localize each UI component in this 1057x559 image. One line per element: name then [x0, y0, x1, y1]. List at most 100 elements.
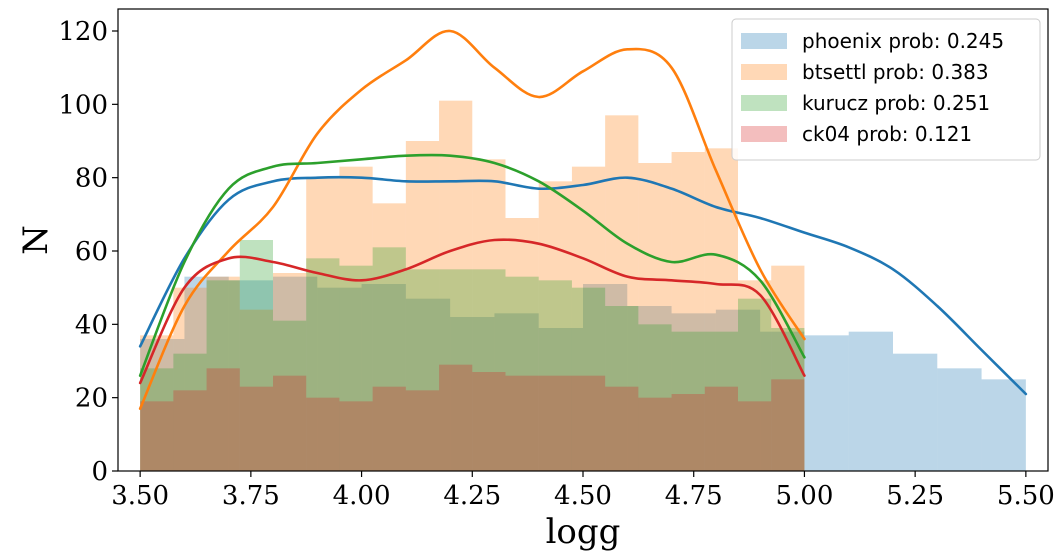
histogram-bar	[804, 335, 849, 471]
histogram-bar	[173, 390, 207, 471]
bars-series-2	[140, 240, 805, 471]
histogram-bar	[760, 331, 805, 471]
x-tick-label: 5.00	[775, 481, 833, 511]
histogram-bar	[140, 339, 185, 471]
histogram-bar	[173, 353, 207, 471]
histogram-bar	[538, 375, 572, 471]
histogram-bar	[372, 386, 406, 471]
histogram-bar	[273, 320, 307, 471]
y-tick-label: 40	[75, 310, 108, 340]
histogram-bar	[472, 269, 506, 471]
histogram-bar	[339, 265, 373, 471]
histogram-bar	[627, 306, 672, 471]
y-tick-label: 60	[75, 237, 108, 267]
x-tick-label: 4.50	[554, 481, 612, 511]
kde-curve-series-1	[138, 29, 806, 410]
histogram-bar	[893, 353, 938, 471]
histogram-bar	[671, 313, 716, 471]
legend-label: kurucz prob: 0.251	[802, 91, 990, 115]
histogram-bar	[140, 401, 174, 471]
x-tick-label: 5.25	[886, 481, 944, 511]
histogram-bar	[638, 163, 672, 471]
x-axis-ticks: 3.50 3.75 4.00 4.25 4.50 4.75 5.00 5.25 5.50	[111, 471, 1055, 511]
histogram-bar	[439, 364, 473, 471]
kde-curve-series-2	[138, 153, 806, 377]
histogram-bar	[937, 368, 982, 471]
histogram-bar	[339, 166, 373, 471]
legend-label: ck04 prob: 0.121	[802, 122, 972, 146]
histogram-bar	[405, 269, 440, 471]
histogram-bar	[605, 386, 639, 471]
x-tick-label: 4.00	[333, 481, 391, 511]
kde-curve-series-0	[138, 175, 1028, 396]
histogram-bar	[472, 159, 506, 472]
y-tick-label: 20	[75, 384, 108, 414]
x-tick-label: 3.75	[222, 481, 280, 511]
histogram-bar	[538, 328, 583, 471]
histogram-bar	[505, 276, 539, 471]
y-tick-label: 0	[91, 457, 108, 487]
histogram-bar	[306, 258, 340, 471]
histogram-bar	[638, 397, 672, 471]
histogram-bar	[848, 331, 893, 471]
histogram-bar	[184, 276, 229, 471]
histogram-bar	[704, 331, 738, 471]
histogram-bar	[273, 375, 307, 471]
histogram-bar	[273, 276, 318, 471]
y-tick-label: 80	[75, 164, 108, 194]
bars-series-0	[140, 276, 1026, 471]
histogram-bar	[538, 280, 572, 471]
histogram-bar	[704, 148, 738, 472]
histogram-bar	[494, 313, 539, 471]
histogram-bar	[505, 218, 539, 471]
histogram-bar	[372, 247, 406, 471]
y-axis-label: N	[16, 225, 56, 255]
legend-swatch	[741, 64, 787, 80]
legend-label: btsettl prob: 0.383	[802, 60, 989, 84]
histogram-bar	[439, 269, 473, 471]
histogram-bar	[605, 115, 639, 471]
histogram-bar	[239, 309, 273, 471]
histogram-bar	[771, 328, 805, 471]
histogram-bar	[671, 152, 705, 471]
histogram-bar	[206, 280, 240, 471]
histogram-bar	[538, 181, 572, 472]
legend-label: phoenix prob: 0.245	[802, 29, 1004, 53]
histogram-bar	[738, 298, 772, 471]
histogram-bar	[306, 397, 340, 471]
legend-swatch	[741, 33, 787, 49]
legend-items: phoenix prob: 0.245 btsettl prob: 0.383 ku…	[741, 29, 1004, 146]
histogram-bar	[317, 287, 362, 471]
kde-curves	[138, 29, 1028, 410]
histogram-bar	[450, 317, 495, 471]
histogram-bar	[239, 386, 273, 471]
histogram-bar	[771, 379, 805, 471]
histogram-bar	[405, 141, 440, 471]
histogram-bar	[405, 390, 440, 471]
histogram-bar	[715, 309, 761, 471]
histogram-bar	[228, 280, 273, 471]
histogram-bar	[239, 240, 273, 471]
y-axis-ticks: 0 20 40 60 80 100 120	[58, 17, 118, 487]
histogram-bar	[361, 284, 406, 471]
histogram-bar	[671, 331, 705, 471]
x-tick-label: 5.50	[997, 481, 1055, 511]
legend-box	[731, 18, 1041, 161]
histogram-bar	[583, 284, 628, 471]
x-tick-label: 3.50	[111, 481, 169, 511]
histogram-bar	[339, 401, 373, 471]
legend-swatch	[741, 126, 787, 142]
histogram-bar	[206, 276, 240, 471]
histogram-bar	[472, 372, 506, 471]
histogram-bar	[738, 401, 772, 471]
histogram-bar	[571, 287, 606, 471]
histogram-bar	[704, 386, 738, 471]
x-tick-label: 4.75	[665, 481, 723, 511]
histogram-bar	[771, 265, 805, 471]
histogram-bar	[605, 306, 639, 471]
histogram-bar	[981, 379, 1026, 471]
histogram-bar	[738, 280, 772, 471]
histogram-bar	[140, 368, 174, 471]
histogram-bar	[571, 166, 606, 471]
